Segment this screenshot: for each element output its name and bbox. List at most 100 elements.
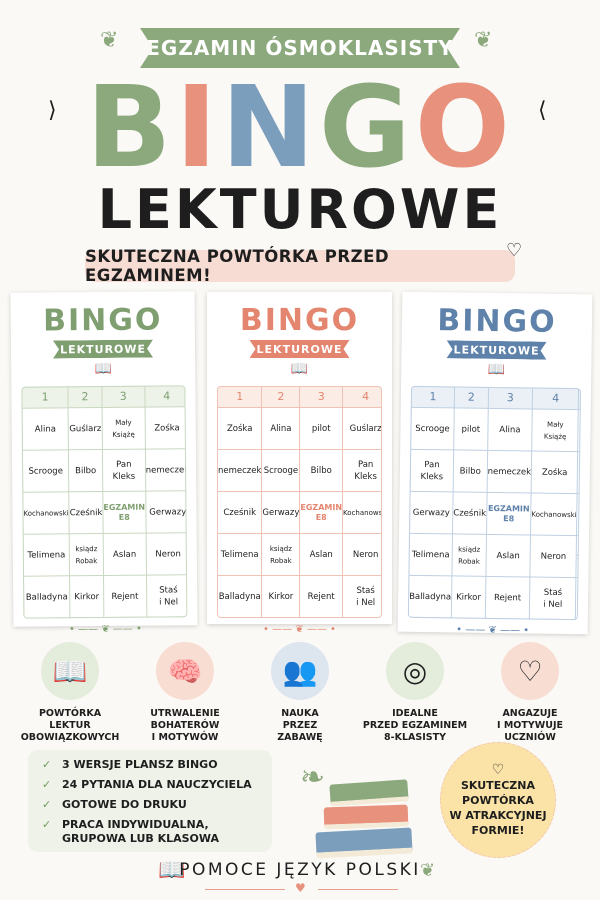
grid-cell: Guślarz xyxy=(68,408,102,450)
column-header: 2 xyxy=(454,387,488,408)
grid-cell: Kochanowski xyxy=(531,493,577,536)
tagline-text: SKUTECZNA POWTÓRKA PRZED EGZAMINEM! xyxy=(85,247,390,285)
divider xyxy=(205,889,285,890)
card-title: BINGO xyxy=(239,303,360,338)
grid-cell: Kirkor xyxy=(262,576,300,617)
brain-icon: 🧠 xyxy=(156,642,214,700)
grid-cell: Neron xyxy=(530,535,577,578)
features-box: ✓ 3 WERSJE PLANSZ BINGO ✓ 24 PYTANIA DLA NA… xyxy=(28,750,272,852)
tagline-pill: SKUTECZNA POWTÓRKA PRZED EGZAMINEM! xyxy=(85,247,515,285)
column-header: 5 xyxy=(579,389,582,410)
ribbon-text: EGZAMIN ÓSMOKLASISTY xyxy=(146,36,454,60)
grid-cell: Pan Kleks xyxy=(102,449,145,492)
grid-cell: Zośka xyxy=(531,451,578,494)
column-header: 3 xyxy=(300,387,343,407)
grid-cell: ksiądz Robak xyxy=(262,534,300,575)
grid-cell: Zośka xyxy=(218,408,262,449)
feature-text: GOTOWE DO DRUKU xyxy=(62,798,187,811)
grid-cell: Kirkor xyxy=(451,576,486,618)
grid-cell: Telimena xyxy=(23,534,70,576)
check-icon: ✓ xyxy=(42,778,52,791)
grid-cell: Balladyna xyxy=(218,576,262,617)
feature-item: ✓ PRACA INDYWIDUALNA, GRUPOWA LUB KLASOWA xyxy=(42,818,258,846)
benefit-item: 🧠 UTRWALENIE BOHATERÓW I MOTYWÓW xyxy=(130,642,240,744)
grid-cell: nemeczek xyxy=(487,450,532,493)
grid-cell: Guślarz xyxy=(343,408,381,449)
column-header: 3 xyxy=(488,387,533,409)
benefit-item: ◎ IDEALNE PRZED EGZAMINEM 8-KLASISTY xyxy=(360,642,470,744)
benefit-label: POWTÓRKA LEKTUR OBOWIĄZKOWYCH xyxy=(20,708,120,743)
benefits-row: 📖 POWTÓRKA LEKTUR OBOWIĄZKOWYCH 🧠 UTRWALENI… xyxy=(15,642,585,744)
benefit-label: UTRWALENIE BOHATERÓW I MOTYWÓW xyxy=(150,708,220,743)
feature-text: 3 WERSJE PLANSZ BINGO xyxy=(62,758,218,771)
book-stack-illustration: ❧ xyxy=(300,760,420,860)
grid-cell: Rudy xyxy=(577,494,582,536)
grid-cell: Cześnik xyxy=(218,492,262,533)
grid-cell: Bilbo xyxy=(300,450,343,491)
check-icon: ✓ xyxy=(42,758,52,771)
book-logo-icon: 📖 xyxy=(158,858,186,883)
benefit-label: ANGAZUJE I MOTYWUJE UCZNIÓW xyxy=(497,708,563,743)
highlight-badge: ♡ SKUTECZNA POWTÓRKA W ATRAKCYJNEJ FORMI… xyxy=(440,742,556,858)
grid-cell: Pan Kleks xyxy=(343,450,381,491)
target-icon: ◎ xyxy=(386,642,444,700)
bingo-grid: 12345ZośkaAlinapilotGuślarzMały Książęne… xyxy=(217,386,382,618)
grid-cell: nemeczek xyxy=(145,449,188,491)
bingo-card: BINGO LEKTUROWE 📖 12345ZośkaAlinapilotGuśla… xyxy=(207,292,392,635)
feature-item: ✓ 3 WERSJE PLANSZ BINGO xyxy=(42,758,258,772)
grid-cell: Aslan xyxy=(486,534,531,577)
bingo-title: BINGO xyxy=(0,68,600,188)
bingo-letter: O xyxy=(414,63,514,193)
grid-cell: Bilbo xyxy=(453,450,487,492)
column-header: 2 xyxy=(68,387,102,408)
grid-cell: nemeczek xyxy=(218,450,262,491)
book-icon: 📖 xyxy=(94,360,113,378)
group-icon: 👥 xyxy=(271,642,329,700)
check-icon: ✓ xyxy=(42,818,52,831)
feature-item: ✓ 24 PYTANIA DLA NAUCZYCIELA xyxy=(42,778,258,792)
card-subtitle: LEKTUROWE xyxy=(446,340,546,359)
footer-ornament: • —— ❦ —— • xyxy=(68,623,142,636)
card-subtitle: LEKTUROWE xyxy=(53,340,153,359)
grid-cell: Alina xyxy=(22,408,69,450)
column-header: 4 xyxy=(532,388,579,410)
grid-cell: Rejent xyxy=(485,576,530,619)
grid-cell: Staś i Nel xyxy=(529,577,576,620)
grid-cell: Rejent xyxy=(103,575,146,618)
center-cell: EGZAMIN E8 xyxy=(300,492,343,533)
grid-cell: Staś i Nel xyxy=(146,575,188,617)
column-header: 4 xyxy=(343,387,381,407)
column-header: 1 xyxy=(218,387,262,407)
leaf-icon: ❦ xyxy=(420,860,436,881)
grid-cell: Scrooge xyxy=(262,450,300,491)
grid-cell: Kochanowski xyxy=(23,492,69,534)
heart-doodle-icon: ♡ xyxy=(506,240,523,261)
coral-book xyxy=(323,804,409,830)
grid-cell: Neron xyxy=(343,534,381,575)
grid-cell: Kochanowski xyxy=(343,492,381,533)
book-icon: 📖 xyxy=(290,361,309,377)
grid-cell: Telimena xyxy=(409,533,452,576)
grid-cell: Mały Książę xyxy=(532,409,579,452)
column-header: 1 xyxy=(22,387,68,408)
grid-cell: pilot xyxy=(300,408,343,449)
book-icon: 📖 xyxy=(487,361,506,379)
card-title: BINGO xyxy=(437,303,557,340)
grid-cell: Cześnik xyxy=(453,492,487,534)
heart-icon: ♡ xyxy=(501,642,559,700)
leaf-right-icon: ❦ xyxy=(474,28,493,53)
grid-cell: Alina xyxy=(262,408,300,449)
bingo-grid: 12345AlinaGuślarzMały KsiążęZośkapilotSc… xyxy=(21,385,188,619)
grid-cell: Aslan xyxy=(300,534,343,575)
grid-cell: Ordon xyxy=(577,452,582,494)
grid-cell: Scrooge xyxy=(411,407,454,450)
green-book xyxy=(329,779,409,807)
benefit-item: ♡ ANGAZUJE I MOTYWUJE UCZNIÓW xyxy=(475,642,585,744)
footer-ornament: • —— ❦ —— • xyxy=(456,624,530,637)
grid-cell: Mały Książę xyxy=(102,407,145,450)
blue-book xyxy=(315,827,413,859)
feature-item: ✓ GOTOWE DO DRUKU xyxy=(42,798,258,812)
